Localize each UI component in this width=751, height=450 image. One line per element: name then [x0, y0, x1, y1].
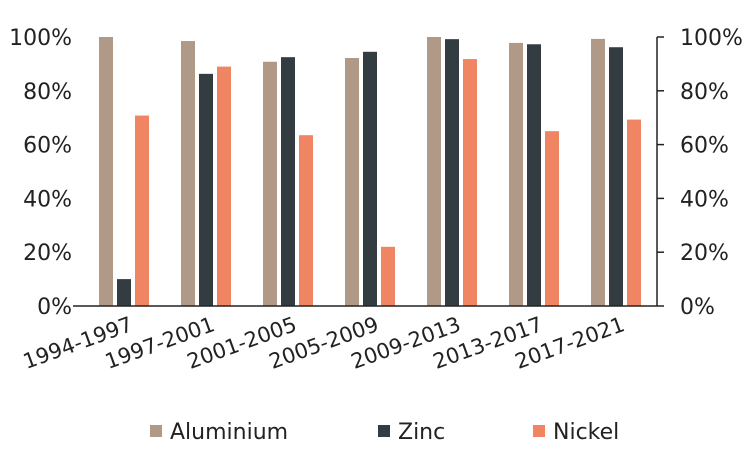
left-y-tick-label: 60%	[23, 134, 72, 159]
legend-swatch-zinc	[378, 425, 390, 437]
bar-zinc	[199, 73, 213, 306]
left-y-tick-label: 20%	[23, 241, 72, 266]
bar-aluminium	[99, 37, 113, 306]
legend-label-nickel: Nickel	[553, 420, 619, 445]
bar-nickel	[135, 115, 149, 306]
right-y-tick-label: 80%	[680, 80, 729, 105]
bar-aluminium	[263, 61, 277, 306]
bar-nickel	[463, 59, 477, 306]
legend-swatch-nickel	[533, 425, 545, 437]
right-y-tick-label: 0%	[680, 295, 715, 320]
bar-zinc	[445, 39, 459, 306]
bar-aluminium	[509, 42, 523, 306]
x-axis-category-labels: 1994-19971997-20012001-20052005-20092009…	[20, 312, 628, 374]
bar-nickel	[381, 246, 395, 306]
left-y-tick-label: 80%	[23, 80, 72, 105]
legend-label-zinc: Zinc	[398, 420, 445, 445]
bar-zinc	[363, 51, 377, 306]
legend-label-aluminium: Aluminium	[170, 420, 288, 445]
bar-nickel	[217, 66, 231, 306]
right-y-tick-label: 100%	[680, 26, 743, 51]
left-y-tick-label: 0%	[37, 295, 72, 320]
bar-nickel	[627, 119, 641, 306]
bar-zinc	[281, 57, 295, 306]
left-y-axis-ticks: 0% 20% 40% 60% 80% 100%	[9, 26, 72, 320]
right-y-tick-label: 60%	[680, 134, 729, 159]
legend: Aluminium Zinc Nickel	[150, 420, 619, 445]
left-y-tick-label: 100%	[9, 26, 72, 51]
bar-zinc	[117, 279, 131, 306]
right-y-tick-label: 40%	[680, 187, 729, 212]
bar-nickel	[299, 135, 313, 306]
bar-aluminium	[181, 41, 195, 306]
bar-zinc	[527, 44, 541, 306]
left-y-tick-label: 40%	[23, 187, 72, 212]
bar-aluminium	[427, 37, 441, 306]
right-y-tick-label: 20%	[680, 241, 729, 266]
bar-aluminium	[345, 57, 359, 307]
bar-nickel	[545, 131, 559, 306]
right-y-axis-ticks: 0% 20% 40% 60% 80% 100%	[657, 26, 743, 320]
bar-zinc	[609, 47, 623, 307]
bar-aluminium	[591, 38, 605, 307]
bars	[99, 37, 641, 307]
legend-swatch-aluminium	[150, 425, 162, 437]
